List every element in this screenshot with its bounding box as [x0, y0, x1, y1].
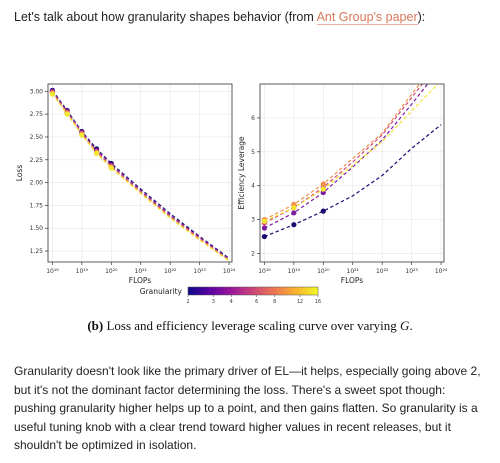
data-point [291, 210, 297, 216]
efficiency-leverage-chart: 10¹⁸ 10¹⁹ 10²⁰ 10²¹ 10²² 10²³ 10²⁴ 2 3 4 5 6 FLOPs Ef… [237, 83, 448, 285]
y-tick-label: 1.25 [30, 248, 44, 255]
x-tick-label: 10¹⁹ [288, 268, 301, 275]
intro-text-after: ): [417, 10, 426, 24]
y-tick-label: 5 [251, 149, 255, 156]
data-point [64, 111, 70, 117]
series-group [261, 84, 442, 240]
data-point [261, 233, 268, 240]
x-axis-label: FLOPs [341, 276, 364, 285]
colorbar-tick-label: 16 [315, 299, 321, 305]
x-tick-label: 10¹⁸ [46, 268, 59, 275]
data-point [291, 222, 297, 228]
series-group [49, 87, 230, 262]
plot-frame [259, 83, 445, 263]
y-tick-label: 3 [251, 217, 255, 224]
y-tick-label: 3.00 [30, 88, 44, 95]
data-point [108, 165, 114, 171]
y-tick-label: 4 [251, 183, 255, 190]
y-tick-label: 2 [251, 251, 255, 258]
data-point [320, 208, 326, 214]
x-tick-label: 10²³ [405, 268, 418, 275]
colorbar-tick-label: 12 [297, 299, 303, 305]
y-tick-label: 2.00 [30, 180, 44, 187]
x-tick-label: 10²⁰ [105, 268, 118, 275]
body-paragraph: Granularity doesn't look like the primar… [14, 364, 481, 452]
data-point [49, 91, 56, 97]
intro-text: Let's talk about how granularity shapes … [14, 8, 486, 26]
data-point [291, 205, 297, 211]
x-tick-label: 10²⁴ [223, 268, 236, 275]
colorbar-label: Granularity [140, 287, 183, 296]
x-tick-label: 10²⁰ [317, 268, 330, 275]
colorbar-tick-label: 3 [212, 299, 215, 305]
colorbar-tick-label: 6 [255, 299, 258, 305]
y-axis-label: Efficiency Leverage [237, 136, 246, 210]
y-tick-label: 2.75 [30, 111, 44, 118]
y-tick-label: 6 [251, 115, 255, 122]
colorbar-tick-label: 2 [186, 299, 189, 305]
caption-label: (b) [87, 318, 104, 333]
x-tick-label: 10¹⁸ [258, 268, 271, 275]
intro-text-before: Let's talk about how granularity shapes … [14, 10, 317, 24]
x-tick-label: 10²⁴ [435, 268, 448, 275]
data-point [261, 218, 268, 224]
y-tick-label: 1.50 [30, 225, 44, 232]
loss-chart: 10¹⁸ 10¹⁹ 10²⁰ 10²¹ 10²² 10²³ 10²⁴ 1.25 1.50 1.75… [15, 83, 236, 285]
figure: 10¹⁸ 10¹⁹ 10²⁰ 10²¹ 10²² 10²³ 10²⁴ 1.25 1.50 1.75… [14, 80, 486, 342]
colorbar-tick-label: 8 [273, 299, 276, 305]
data-point [261, 225, 268, 231]
y-tick-label: 2.50 [30, 134, 44, 141]
figure-caption: (b) Loss and efficiency leverage scaling… [14, 318, 486, 334]
colorbar-tick-label: 4 [230, 299, 233, 305]
paper-link[interactable]: Ant Group's paper [316, 10, 418, 25]
series-line-g16 [51, 93, 230, 262]
data-point [320, 186, 326, 192]
data-point [93, 150, 100, 156]
caption-end: . [409, 318, 413, 333]
caption-text: Loss and efficiency leverage scaling cur… [103, 318, 401, 333]
colorbar-gradient [187, 286, 319, 296]
data-point [79, 132, 85, 138]
caption-variable: G [400, 318, 410, 333]
y-tick-label: 2.25 [30, 157, 44, 164]
x-tick-label: 10¹⁹ [76, 268, 89, 275]
y-tick-label: 1.75 [30, 202, 44, 209]
data-point [320, 181, 326, 187]
figure-svg: 10¹⁸ 10¹⁹ 10²⁰ 10²¹ 10²² 10²³ 10²⁴ 1.25 1.50 1.75… [15, 83, 448, 305]
x-tick-label: 10²³ [193, 268, 206, 275]
x-tick-label: 10²¹ [135, 268, 148, 275]
x-axis-label: FLOPs [129, 276, 152, 285]
y-axis-label: Loss [15, 165, 24, 182]
plot-frame [47, 83, 233, 263]
x-tick-label: 10²² [376, 268, 389, 275]
x-tick-label: 10²² [164, 268, 177, 275]
x-tick-label: 10²¹ [347, 268, 360, 275]
